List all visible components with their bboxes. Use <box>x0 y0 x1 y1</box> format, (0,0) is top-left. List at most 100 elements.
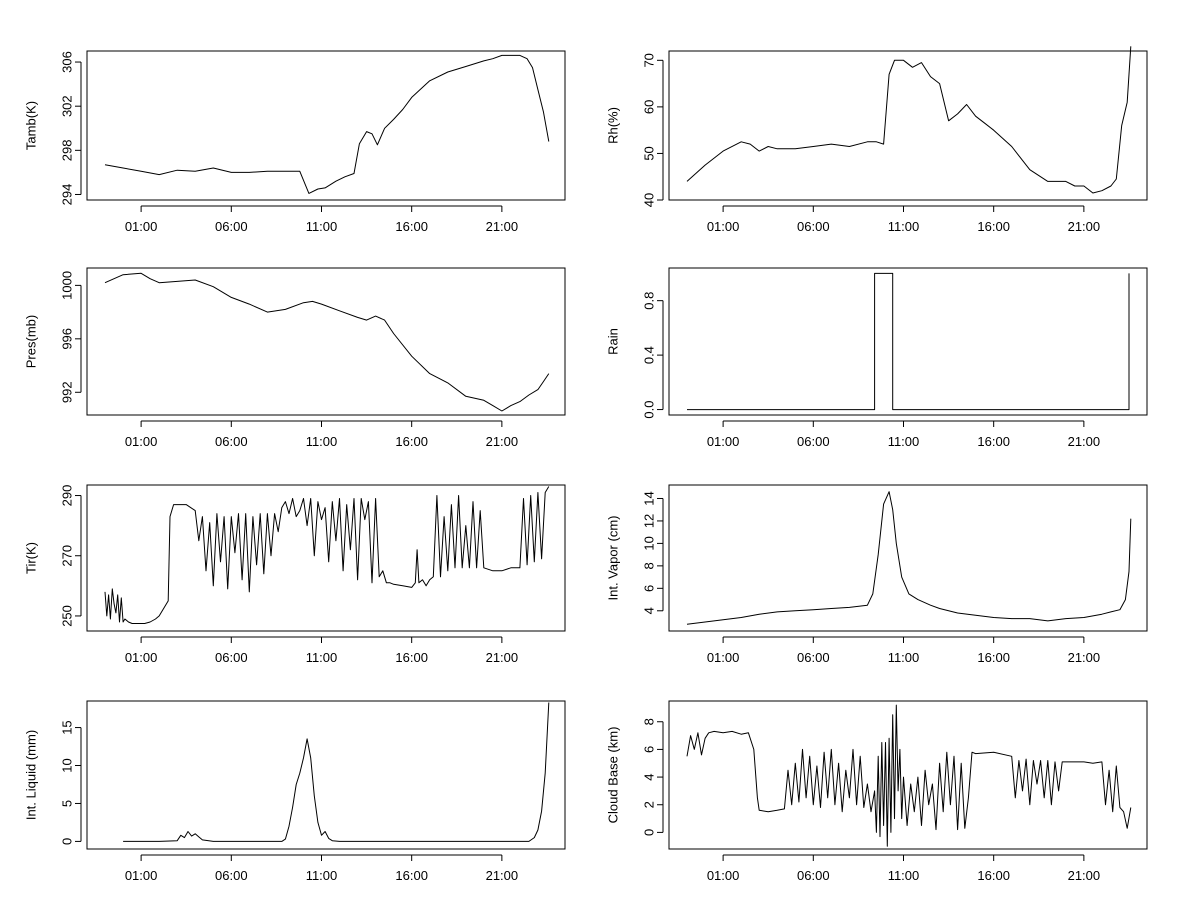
pres-y-tick-label: 996 <box>60 328 75 350</box>
rh-x-tick-label: 16:00 <box>977 219 1010 234</box>
tir-x-tick-label: 11:00 <box>306 650 338 665</box>
tir-y-tick-label: 250 <box>60 605 75 627</box>
tir-y-tick-label: 290 <box>60 485 75 507</box>
rain-y-tick-label: 0.0 <box>642 401 657 419</box>
tamb-y-tick-label: 298 <box>60 139 75 161</box>
panel-int-vapor: 01:00 06:00 11:00 16:00 21:00 4 6 8 10 12 14 Int. V… <box>606 484 1148 665</box>
cloud-base-y-axis-title: Cloud Base (km) <box>606 727 621 824</box>
cloud-base-x-tick-label: 11:00 <box>888 868 920 883</box>
panel-tir: 01:00 06:00 11:00 16:00 21:00 250 270 290 Tir(K) <box>24 484 566 665</box>
int-vapor-plot-frame <box>668 484 1148 632</box>
tir-x-tick-label: 16:00 <box>395 650 428 665</box>
rh-plot-frame <box>668 50 1148 201</box>
int-vapor-y-tick-label: 10 <box>642 536 657 550</box>
tir-y-tick-label: 270 <box>60 545 75 567</box>
rh-x-tick-label: 11:00 <box>888 219 920 234</box>
pres-plot-frame <box>86 267 566 416</box>
int-vapor-y-tick-label: 12 <box>642 514 657 528</box>
panel-cloud-base: 01:00 06:00 11:00 16:00 21:00 0 2 4 6 8 Cloud Base… <box>606 700 1148 883</box>
int-liquid-y-tick-label: 0 <box>60 838 75 845</box>
rain-x-tick-label: 06:00 <box>797 434 830 449</box>
tamb-x-tick-label: 06:00 <box>215 219 248 234</box>
int-liquid-y-tick-label: 5 <box>60 800 75 807</box>
rh-x-tick-label: 06:00 <box>797 219 830 234</box>
int-vapor-x-tick-label: 16:00 <box>977 650 1010 665</box>
panel-int-liquid: 01:00 06:00 11:00 16:00 21:00 0 5 10 15 Int. Liqu… <box>24 700 566 883</box>
rh-y-axis-title: Rh(%) <box>606 107 621 144</box>
rh-y-tick-label: 40 <box>642 193 657 207</box>
panel-tamb: 01:00 06:00 11:00 16:00 21:00 294 298 302 306 Tam… <box>24 50 566 234</box>
int-liquid-y-tick-label: 10 <box>60 758 75 772</box>
cloud-base-y-tick-label: 6 <box>642 746 657 753</box>
cloud-base-y-tick-label: 4 <box>642 773 657 780</box>
rain-plot-frame <box>668 267 1148 416</box>
pres-x-tick-label: 11:00 <box>306 434 338 449</box>
tir-x-tick-label: 01:00 <box>125 650 158 665</box>
int-liquid-y-axis-title: Int. Liquid (mm) <box>24 730 39 820</box>
rain-series-line <box>687 272 1130 411</box>
rain-x-tick-label: 21:00 <box>1068 434 1101 449</box>
pres-x-tick-label: 16:00 <box>395 434 428 449</box>
tamb-x-tick-label: 11:00 <box>306 219 338 234</box>
rain-x-tick-label: 16:00 <box>977 434 1010 449</box>
tir-series-line <box>104 486 550 624</box>
rain-x-tick-label: 01:00 <box>707 434 740 449</box>
int-vapor-x-tick-label: 01:00 <box>707 650 740 665</box>
panel-rain: 01:00 06:00 11:00 16:00 21:00 0.0 0.4 0.8 Rain <box>606 267 1148 449</box>
pres-x-tick-label: 06:00 <box>215 434 248 449</box>
rh-y-tick-label: 50 <box>642 146 657 160</box>
panel-pres: 01:00 06:00 11:00 16:00 21:00 992 996 1000 Pres(… <box>24 267 566 449</box>
int-liquid-x-tick-label: 16:00 <box>395 868 428 883</box>
tamb-x-tick-label: 01:00 <box>125 219 158 234</box>
tamb-series-line <box>104 54 550 194</box>
tamb-y-tick-label: 302 <box>60 95 75 117</box>
rain-x-tick-label: 11:00 <box>888 434 920 449</box>
cloud-base-x-tick-label: 01:00 <box>707 868 740 883</box>
int-liquid-x-tick-label: 21:00 <box>486 868 519 883</box>
int-vapor-y-tick-label: 14 <box>642 491 657 505</box>
rain-y-axis-title: Rain <box>606 328 621 355</box>
int-vapor-x-tick-label: 11:00 <box>888 650 920 665</box>
int-liquid-series-line <box>123 702 550 842</box>
pres-y-tick-label: 1000 <box>60 271 75 300</box>
tir-x-tick-label: 21:00 <box>486 650 519 665</box>
tamb-y-tick-label: 294 <box>60 184 75 206</box>
rain-y-tick-label: 0.8 <box>642 292 657 310</box>
tamb-y-axis-title: Tamb(K) <box>24 101 39 150</box>
rh-y-tick-label: 70 <box>642 53 657 67</box>
int-liquid-x-tick-label: 06:00 <box>215 868 248 883</box>
cloud-base-x-tick-label: 06:00 <box>797 868 830 883</box>
int-vapor-y-axis-title: Int. Vapor (cm) <box>606 515 621 600</box>
int-liquid-y-tick-label: 15 <box>60 720 75 734</box>
cloud-base-plot-frame <box>668 700 1148 850</box>
cloud-base-y-tick-label: 2 <box>642 801 657 808</box>
tir-x-tick-label: 06:00 <box>215 650 248 665</box>
int-vapor-y-tick-label: 8 <box>642 562 657 569</box>
panel-rh: 01:00 06:00 11:00 16:00 21:00 40 50 60 70 Rh(%) <box>606 46 1148 234</box>
int-liquid-x-tick-label: 11:00 <box>306 868 338 883</box>
int-vapor-x-tick-label: 21:00 <box>1068 650 1101 665</box>
cloud-base-x-tick-label: 21:00 <box>1068 868 1101 883</box>
tir-y-axis-title: Tir(K) <box>24 542 39 574</box>
int-vapor-y-tick-label: 6 <box>642 585 657 592</box>
cloud-base-x-tick-label: 16:00 <box>977 868 1010 883</box>
int-vapor-x-tick-label: 06:00 <box>797 650 830 665</box>
pres-y-axis-title: Pres(mb) <box>24 315 39 368</box>
rh-y-tick-label: 60 <box>642 100 657 114</box>
tamb-y-tick-label: 306 <box>60 51 75 73</box>
pres-series-line <box>104 272 550 412</box>
pres-x-tick-label: 01:00 <box>125 434 158 449</box>
cloud-base-y-tick-label: 0 <box>642 829 657 836</box>
int-vapor-y-tick-label: 4 <box>642 607 657 614</box>
rh-x-tick-label: 21:00 <box>1068 219 1101 234</box>
cloud-base-series-line <box>686 704 1132 847</box>
rain-y-tick-label: 0.4 <box>642 346 657 364</box>
int-liquid-x-tick-label: 01:00 <box>125 868 158 883</box>
tamb-plot-frame <box>86 50 566 201</box>
cloud-base-y-tick-label: 8 <box>642 718 657 725</box>
rh-x-tick-label: 01:00 <box>707 219 740 234</box>
tamb-x-tick-label: 16:00 <box>395 219 428 234</box>
pres-y-tick-label: 992 <box>60 381 75 403</box>
